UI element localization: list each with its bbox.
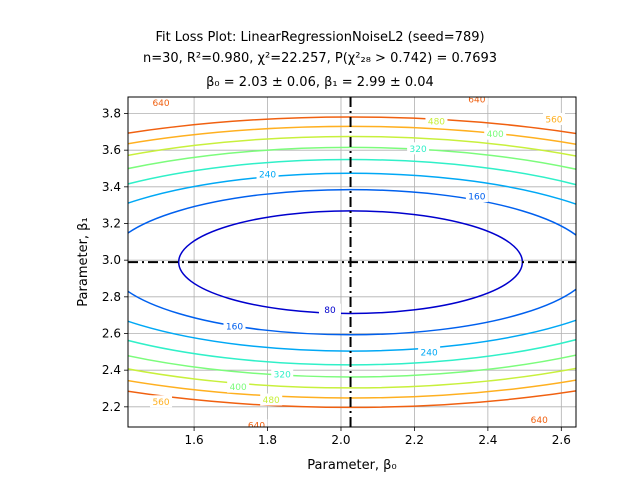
contour-line-480 xyxy=(128,135,576,389)
y-tick-label: 3.0 xyxy=(102,253,121,267)
x-tick-label: 1.6 xyxy=(185,433,204,447)
contour-label-160: 160 xyxy=(468,193,485,203)
contour-label-bg xyxy=(418,345,441,358)
contour-label-560: 560 xyxy=(152,398,169,408)
contour-label-560: 560 xyxy=(545,116,562,126)
contour-label-bg xyxy=(227,380,250,393)
contour-label-480: 480 xyxy=(263,396,280,406)
y-tick-label: 2.4 xyxy=(102,363,121,377)
contour-label-bg xyxy=(150,395,173,408)
y-axis-ticks: 2.2 2.4 2.6 2.8 3.0 3.2 3.4 3.6 3.8 xyxy=(102,107,128,414)
contour-label-400: 400 xyxy=(230,383,247,393)
y-tick-label: 2.2 xyxy=(102,400,121,414)
contour-label-bg xyxy=(542,113,565,125)
contour-label-640: 640 xyxy=(531,416,548,426)
y-tick-label: 3.2 xyxy=(102,217,121,231)
x-tick-label: 2.2 xyxy=(405,433,424,447)
contour-line-160 xyxy=(128,188,576,336)
x-tick-label: 2.0 xyxy=(331,433,350,447)
contour-label-bg xyxy=(318,303,341,316)
contour-label-320: 320 xyxy=(410,145,427,155)
contour-label-240: 240 xyxy=(259,171,276,181)
contour-label-320: 320 xyxy=(274,370,291,380)
contour-label-bg xyxy=(425,114,448,127)
contour-label-bg xyxy=(223,320,246,333)
y-tick-label: 3.6 xyxy=(102,143,121,157)
contour-label-bg xyxy=(260,393,283,406)
best-fit-lines xyxy=(128,97,576,427)
contour-label-bg xyxy=(407,142,430,155)
contour-label-bg xyxy=(465,190,488,202)
contour-label-bg xyxy=(465,97,488,105)
contour-label-bg xyxy=(271,367,294,380)
contour-label-bg xyxy=(484,127,507,140)
y-tick-label: 2.8 xyxy=(102,290,121,304)
contour-label-bg xyxy=(528,413,551,426)
contour-label-bg xyxy=(256,168,279,180)
contour-line-400 xyxy=(128,146,576,378)
y-tick-label: 3.4 xyxy=(102,180,121,194)
grid-lines xyxy=(128,97,576,427)
contour-label-640: 640 xyxy=(152,99,169,109)
x-tick-label: 1.8 xyxy=(258,433,277,447)
contour-label-240: 240 xyxy=(421,348,438,358)
y-tick-label: 3.8 xyxy=(102,107,121,121)
contour-label-400: 400 xyxy=(487,130,504,140)
contour-label-640: 640 xyxy=(248,422,265,432)
axes-frame xyxy=(127,96,577,428)
chart-subtitle-params: β₀ = 2.03 ± 0.06, β₁ = 2.99 ± 0.04 xyxy=(206,75,434,90)
x-axis-ticks: 1.6 1.8 2.0 2.2 2.4 2.6 xyxy=(185,427,571,447)
contour-label-bg xyxy=(150,97,173,109)
contour-line-640 xyxy=(128,116,576,409)
contour-labels: 80 160 160 240 240 320 320 400 400 480 480 560 560 64… xyxy=(150,95,565,432)
contour-label-bg xyxy=(245,419,268,427)
y-axis-label: Parameter, β₁ xyxy=(76,217,91,306)
contour-label-640: 640 xyxy=(468,95,485,105)
chart-subtitle-stats: n=30, R²=0.980, χ²=22.257, P(χ²₂₈ > 0.74… xyxy=(142,51,498,66)
x-axis-label: Parameter, β₀ xyxy=(307,458,396,473)
contour-label-480: 480 xyxy=(428,117,445,127)
x-tick-label: 2.6 xyxy=(552,433,571,447)
x-tick-label: 2.4 xyxy=(478,433,497,447)
y-tick-label: 2.6 xyxy=(102,327,121,341)
contour-label-160: 160 xyxy=(226,323,243,333)
contour-label-80: 80 xyxy=(324,306,336,316)
chart-title: Fit Loss Plot: LinearRegressionNoiseL2 (… xyxy=(155,30,485,45)
